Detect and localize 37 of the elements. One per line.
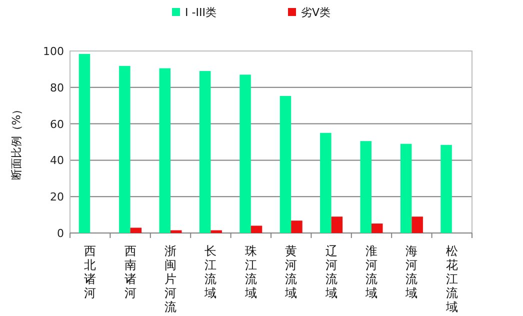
bar [320, 132, 332, 233]
x-tick-label: 长江流域 [204, 244, 217, 300]
bar [170, 230, 182, 233]
bar [159, 68, 170, 233]
bar [412, 216, 423, 233]
bar [280, 96, 292, 233]
y-tick-label: 0 [57, 227, 64, 240]
bar [210, 230, 222, 233]
y-tick-label: 40 [50, 154, 64, 168]
bar [360, 141, 372, 233]
y-tick-label: 20 [50, 190, 64, 204]
y-tick-label: 80 [50, 81, 64, 94]
x-tick-label: 西南诸河 [124, 244, 136, 300]
bar [240, 74, 251, 233]
bar [331, 216, 343, 233]
bar [400, 144, 412, 233]
y-tick-label: 100 [43, 45, 64, 58]
x-tick-label: 珠江流域 [244, 244, 257, 300]
x-tick-label: 辽河流域 [324, 244, 338, 300]
bar [199, 71, 211, 233]
bar [78, 54, 90, 233]
x-tick-label: 松花江流域 [444, 244, 458, 314]
x-tick-label: 海河流域 [404, 244, 418, 300]
x-tick-label: 浙闽片河流 [164, 244, 176, 314]
bar [372, 224, 383, 233]
y-axis-title: 断面比例（%） [10, 104, 23, 180]
legend-label: I -III类 [185, 6, 216, 19]
bar [291, 220, 302, 233]
y-tick-label: 60 [50, 118, 64, 131]
x-tick-label: 西北诸河 [84, 244, 96, 300]
bar [250, 226, 262, 233]
bar [119, 66, 130, 233]
x-tick-label: 黄河流域 [284, 244, 298, 300]
legend-label: 劣V类 [301, 6, 331, 19]
x-tick-label: 淮河流域 [364, 244, 378, 300]
bar [130, 228, 142, 233]
bar [440, 144, 452, 233]
